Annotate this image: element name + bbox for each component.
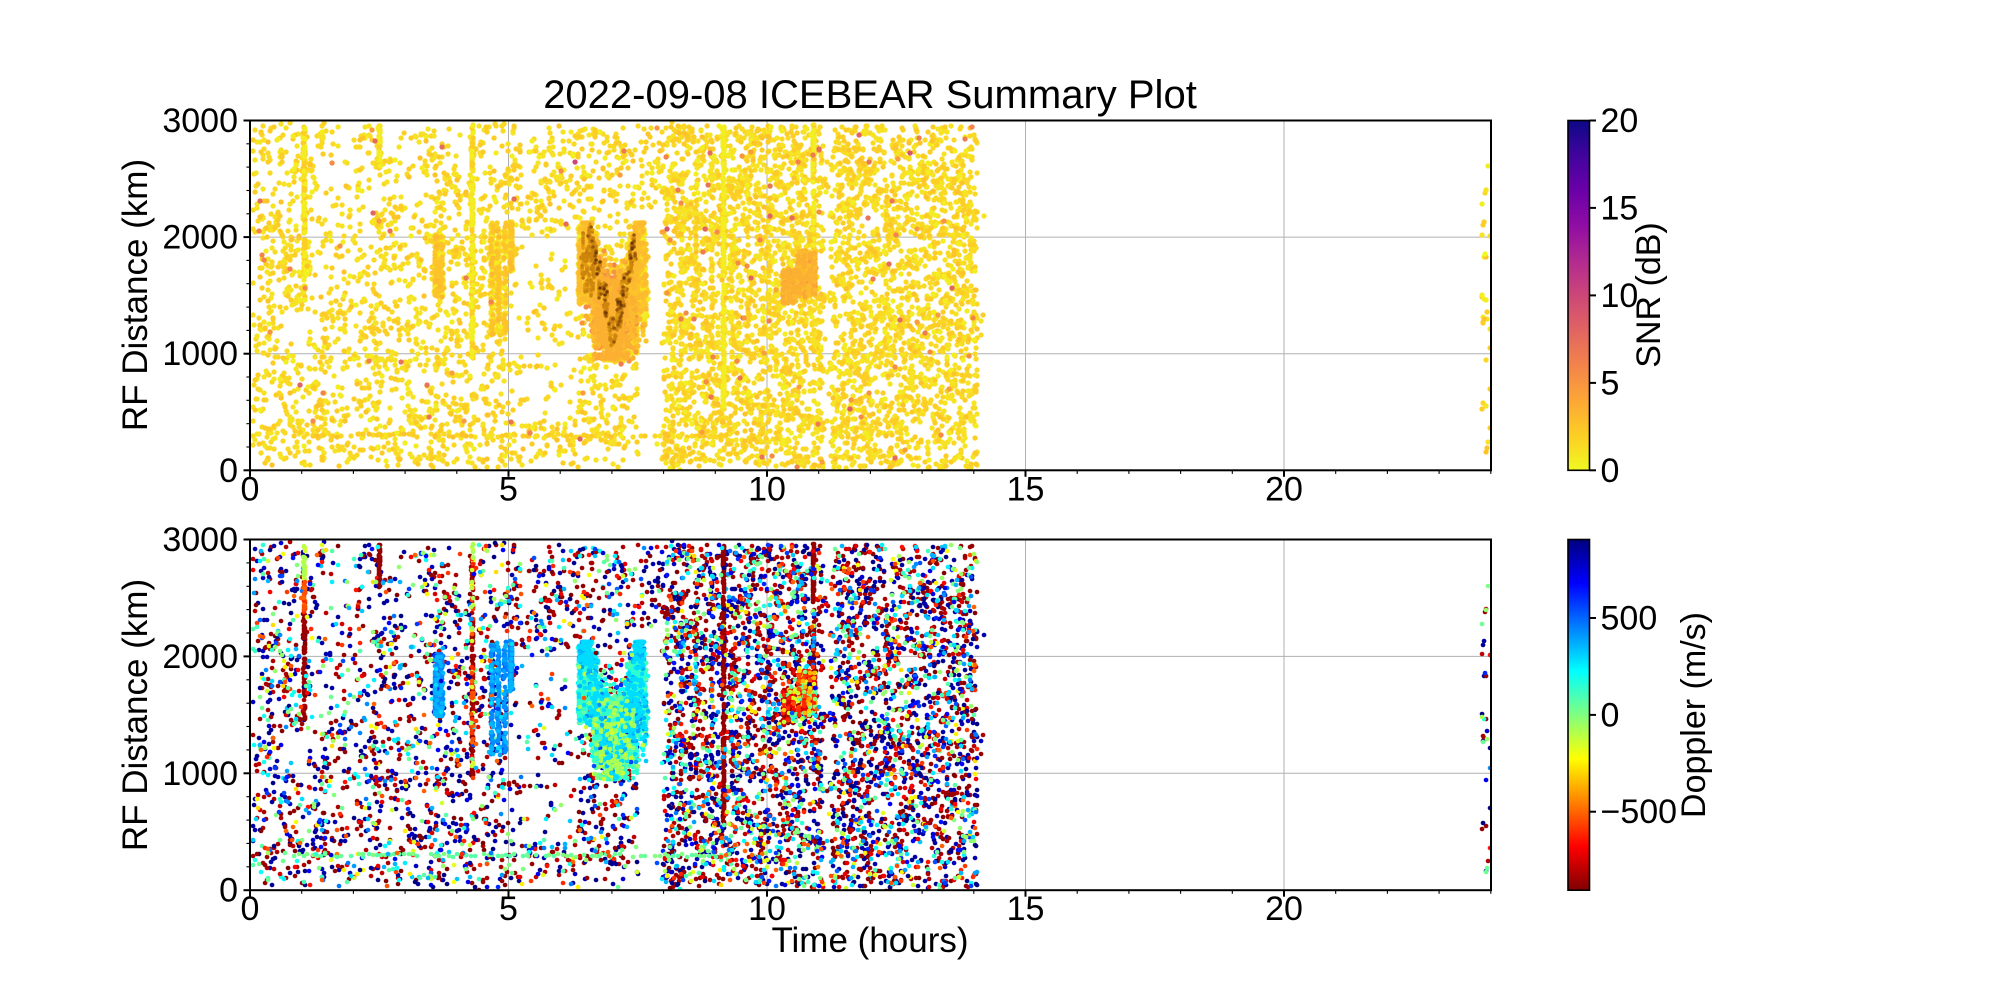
svg-text:2000: 2000 — [162, 219, 238, 257]
svg-text:0: 0 — [1601, 452, 1620, 490]
svg-text:20: 20 — [1265, 890, 1303, 928]
svg-text:15: 15 — [1007, 470, 1045, 508]
svg-text:10: 10 — [1601, 277, 1639, 315]
svg-text:20: 20 — [1265, 470, 1303, 508]
svg-text:3000: 3000 — [162, 102, 238, 140]
svg-text:0: 0 — [219, 872, 238, 910]
svg-text:5: 5 — [1601, 364, 1620, 402]
svg-text:2000: 2000 — [162, 638, 238, 676]
svg-text:RF Distance (km): RF Distance (km) — [116, 159, 155, 431]
svg-text:SNR (dB): SNR (dB) — [1630, 222, 1668, 367]
svg-text:20: 20 — [1601, 102, 1639, 140]
svg-text:0: 0 — [219, 452, 238, 490]
svg-text:0: 0 — [1601, 696, 1620, 734]
svg-text:−500: −500 — [1601, 793, 1678, 831]
svg-text:10: 10 — [748, 890, 786, 928]
svg-text:Time (hours): Time (hours) — [771, 921, 968, 960]
svg-text:500: 500 — [1601, 600, 1658, 638]
svg-text:15: 15 — [1601, 189, 1639, 227]
svg-text:2022-09-08 ICEBEAR Summary Plo: 2022-09-08 ICEBEAR Summary Plot — [543, 73, 1197, 117]
svg-text:3000: 3000 — [162, 521, 238, 559]
svg-text:RF Distance (km): RF Distance (km) — [116, 579, 155, 851]
svg-text:Doppler (m/s): Doppler (m/s) — [1675, 612, 1713, 818]
svg-text:15: 15 — [1007, 890, 1045, 928]
svg-text:5: 5 — [499, 470, 518, 508]
svg-text:10: 10 — [748, 470, 786, 508]
svg-text:1000: 1000 — [162, 755, 238, 793]
svg-text:0: 0 — [241, 890, 260, 928]
svg-text:0: 0 — [241, 470, 260, 508]
svg-text:1000: 1000 — [162, 335, 238, 373]
svg-text:5: 5 — [499, 890, 518, 928]
